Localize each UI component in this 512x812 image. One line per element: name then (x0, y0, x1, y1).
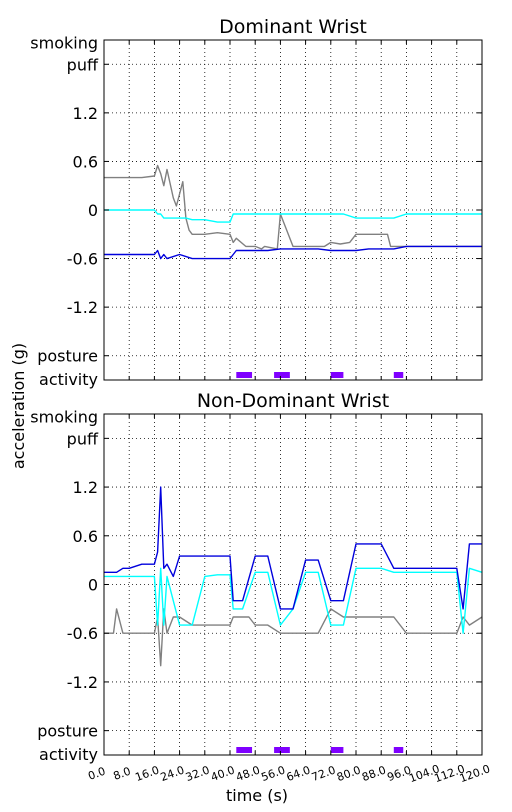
panel-title: Dominant Wrist (219, 16, 367, 38)
y-tick-label: 1.2 (73, 104, 98, 123)
y-tick-label: posture (37, 347, 98, 366)
y-category-label-smoking: smoking (30, 407, 98, 426)
y-tick-label: puff (67, 429, 99, 448)
activity-event-marker (236, 747, 253, 753)
x-tick-label: 40.0 (209, 763, 236, 784)
panel-title: Non-Dominant Wrist (197, 390, 389, 412)
y-tick-label: 1.2 (73, 478, 98, 497)
y-tick-label: 0.6 (73, 527, 98, 546)
x-axis-label: time (s) (226, 786, 288, 805)
x-tick-label: 80.0 (335, 763, 362, 784)
y-category-label-smoking: smoking (30, 33, 98, 52)
series-line-3 (104, 486, 482, 610)
y-tick-label: -0.6 (67, 250, 98, 269)
activity-event-marker (236, 372, 253, 378)
y-tick-label: -1.2 (67, 298, 98, 317)
series-line-2 (104, 209, 482, 223)
y-tick-label: posture (37, 722, 98, 741)
x-tick-label: 56.0 (259, 763, 286, 784)
panel-2: Non-Dominant Wrist puff 1.2 0.6 0 -0.6 -1.2 pos… (30, 390, 492, 785)
panel-1: Dominant Wrist puff 1.2 0.6 0 -0.6 -1.2 posture… (30, 16, 483, 389)
series-line-1 (104, 608, 483, 667)
x-tick-label: 16.0 (133, 763, 160, 784)
y-tick-label: 0 (88, 201, 98, 220)
y-category-label-activity: activity (39, 745, 98, 764)
y-axis-label: acceleration (g) (9, 343, 28, 469)
x-tick-label: 64.0 (285, 763, 312, 784)
activity-event-marker (393, 372, 404, 378)
activity-event-marker (330, 372, 344, 378)
activity-event-marker (274, 372, 290, 378)
activity-event-marker (274, 747, 290, 753)
x-tick-label: 0.0 (86, 765, 107, 783)
y-category-label-activity: activity (39, 370, 98, 389)
series-line-1 (104, 164, 482, 250)
y-tick-label: 0.6 (73, 152, 98, 171)
activity-event-marker (393, 747, 404, 753)
y-tick-label: -0.6 (67, 624, 98, 643)
x-tick-label: 8.0 (112, 765, 133, 783)
x-tick-label: 24.0 (159, 763, 186, 784)
x-tick-label: 32.0 (184, 763, 211, 784)
y-tick-label: -1.2 (67, 673, 98, 692)
y-tick-label: puff (67, 55, 99, 74)
x-tick-label: 48.0 (234, 763, 261, 784)
series-line-2 (104, 567, 483, 634)
activity-event-marker (330, 747, 344, 753)
y-tick-label: 0 (88, 576, 98, 595)
x-tick-label: 88.0 (360, 763, 387, 784)
series-line-3 (104, 245, 482, 260)
x-tick-label: 72.0 (310, 763, 337, 784)
